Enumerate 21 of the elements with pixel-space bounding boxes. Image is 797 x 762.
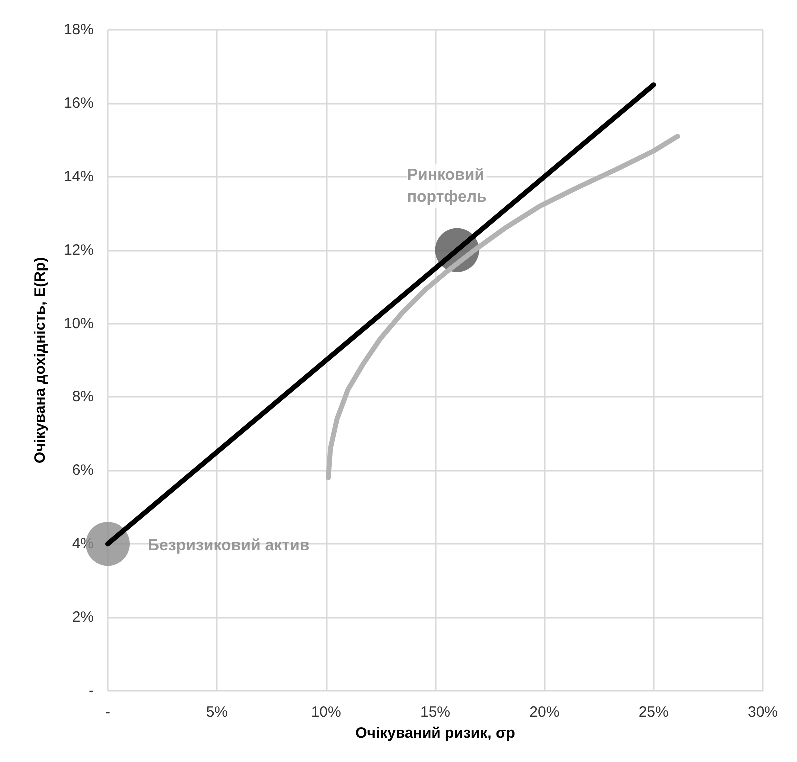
x-tick-label: - — [106, 704, 110, 721]
annotation: Ринковий портфель — [407, 166, 488, 206]
y-tick-label: 12% — [64, 242, 94, 259]
y-axis-title: Очікувана дохідність, E(Rp) — [32, 257, 49, 464]
annotation: Безризиковий актив — [148, 538, 310, 555]
x-tick-label: 10% — [311, 704, 342, 721]
x-tick-label: 25% — [638, 704, 669, 721]
x-tick-label: 30% — [748, 704, 778, 721]
y-tick-label: 18% — [64, 22, 94, 38]
y-tick-label: 8% — [72, 388, 94, 406]
y-tick-label: - — [89, 682, 94, 700]
x-tick-label: 20% — [530, 704, 560, 721]
x-tick-label: 5% — [206, 704, 228, 721]
y-tick-label: 14% — [64, 168, 94, 186]
y-tick-label: 6% — [72, 462, 94, 480]
x-tick-label: 15% — [420, 704, 451, 721]
y-tick-label: 16% — [64, 94, 94, 112]
y-tick-label: 10% — [64, 315, 94, 332]
y-tick-label: 4% — [72, 536, 94, 553]
x-axis-title: Очікуваний ризик, σp — [356, 725, 516, 742]
y-tick-label: 2% — [72, 609, 94, 626]
